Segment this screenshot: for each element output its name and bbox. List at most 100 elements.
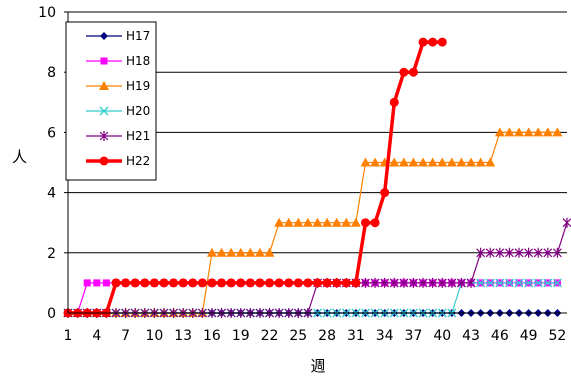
point-H22 bbox=[399, 67, 409, 77]
y-tick-label: 6 bbox=[47, 125, 56, 141]
point-H20 bbox=[552, 278, 562, 288]
point-H21 bbox=[389, 277, 399, 288]
point-H22 bbox=[293, 278, 303, 288]
point-H21 bbox=[447, 277, 457, 288]
point-H19 bbox=[206, 247, 217, 257]
point-H19 bbox=[552, 127, 563, 137]
point-H19 bbox=[456, 157, 467, 167]
point-H22 bbox=[236, 278, 246, 288]
point-H21 bbox=[457, 277, 466, 288]
point-H21 bbox=[409, 277, 418, 288]
point-H22 bbox=[303, 278, 313, 288]
y-tick-labels: 0 2 4 6 8 10 bbox=[38, 5, 56, 322]
point-H22 bbox=[408, 67, 418, 77]
point-H19 bbox=[398, 157, 409, 167]
point-H20 bbox=[495, 278, 505, 288]
point-H21 bbox=[514, 247, 524, 258]
x-tick-label: 1 bbox=[64, 328, 73, 344]
legend-marker-H19 bbox=[99, 81, 109, 90]
point-H19 bbox=[437, 157, 448, 167]
x-tick-label: 16 bbox=[203, 328, 221, 344]
series-line-H22 bbox=[68, 40, 443, 315]
point-H22 bbox=[370, 218, 380, 228]
x-tick-label: 49 bbox=[520, 328, 538, 344]
x-tick-label: 43 bbox=[462, 328, 480, 344]
point-H21 bbox=[485, 247, 495, 258]
point-H19 bbox=[370, 157, 381, 167]
y-axis-title: 人 bbox=[12, 148, 27, 166]
point-H19 bbox=[350, 217, 361, 227]
point-H22 bbox=[418, 37, 428, 47]
x-tick-label: 31 bbox=[347, 328, 365, 344]
point-H22 bbox=[217, 278, 227, 288]
point-H22 bbox=[226, 278, 236, 288]
point-H19 bbox=[226, 247, 237, 257]
x-tick-label: 10 bbox=[145, 328, 163, 344]
point-H22 bbox=[255, 278, 265, 288]
x-tick-label: 7 bbox=[121, 328, 130, 344]
point-H22 bbox=[313, 278, 322, 288]
point-H19 bbox=[360, 157, 371, 167]
point-H22 bbox=[197, 278, 207, 288]
x-tick-label: 40 bbox=[433, 328, 451, 344]
point-H22 bbox=[341, 278, 351, 288]
point-H19 bbox=[494, 127, 505, 137]
point-H18 bbox=[83, 279, 91, 287]
point-H19 bbox=[485, 157, 496, 167]
point-H19 bbox=[274, 217, 285, 227]
point-H21 bbox=[552, 247, 562, 258]
series-H22 bbox=[63, 37, 447, 318]
point-H19 bbox=[283, 217, 294, 227]
point-H19 bbox=[302, 217, 313, 227]
point-H19 bbox=[389, 157, 400, 167]
y-tick-label: 4 bbox=[47, 186, 56, 202]
point-H22 bbox=[322, 278, 332, 288]
x-tick-label: 34 bbox=[376, 328, 394, 344]
point-H22 bbox=[389, 97, 399, 107]
point-H19 bbox=[254, 247, 265, 257]
point-H22 bbox=[437, 37, 447, 47]
point-H21 bbox=[466, 277, 476, 288]
point-H18 bbox=[93, 279, 101, 287]
x-axis-title: 週 bbox=[310, 357, 325, 375]
point-H22 bbox=[284, 278, 294, 288]
point-H22 bbox=[274, 278, 284, 288]
point-H18 bbox=[102, 279, 110, 287]
point-H22 bbox=[111, 278, 121, 288]
legend-label-H18: H18 bbox=[126, 54, 150, 68]
x-tick-label: 52 bbox=[548, 328, 566, 344]
point-H19 bbox=[504, 127, 515, 137]
point-H21 bbox=[476, 247, 486, 258]
legend-label-H21: H21 bbox=[126, 129, 150, 143]
y-tick-label: 8 bbox=[47, 65, 56, 81]
point-H20 bbox=[485, 278, 495, 288]
point-H21 bbox=[428, 277, 438, 288]
point-H19 bbox=[235, 247, 246, 257]
x-tick-label: 19 bbox=[232, 328, 250, 344]
point-H20 bbox=[543, 278, 553, 288]
point-H21 bbox=[495, 247, 505, 258]
point-H22 bbox=[140, 278, 150, 288]
series-H21 bbox=[64, 218, 571, 318]
point-H20 bbox=[514, 278, 524, 288]
point-H19 bbox=[446, 157, 457, 167]
y-tick-label: 0 bbox=[47, 306, 56, 322]
point-H21 bbox=[437, 277, 447, 288]
point-H22 bbox=[360, 218, 370, 228]
point-H20 bbox=[504, 278, 514, 288]
legend-label-H19: H19 bbox=[126, 79, 150, 93]
x-tick-labels: 1 4 7 10 13 16 19 22 25 28 31 34 37 40 43 46 49 52 bbox=[64, 328, 567, 344]
point-H22 bbox=[188, 278, 198, 288]
legend-marker-H17 bbox=[100, 32, 108, 40]
point-H21 bbox=[562, 217, 571, 228]
point-H22 bbox=[428, 37, 438, 47]
point-H21 bbox=[524, 247, 534, 258]
series-line-H21 bbox=[68, 222, 568, 314]
x-tick-label: 28 bbox=[318, 328, 336, 344]
point-H19 bbox=[514, 127, 525, 137]
point-H22 bbox=[245, 278, 255, 288]
point-H21 bbox=[543, 247, 553, 258]
point-H19 bbox=[322, 217, 333, 227]
x-tick-label: 25 bbox=[289, 328, 307, 344]
